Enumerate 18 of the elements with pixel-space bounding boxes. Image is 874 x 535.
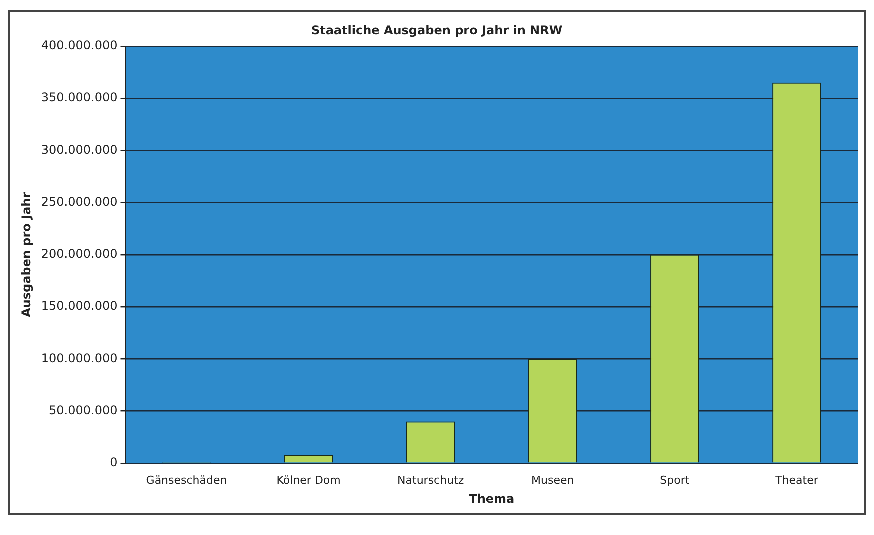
x-tick-label: Kölner Dom	[276, 474, 341, 487]
x-tick-label: Theater	[774, 474, 819, 487]
y-tick-label: 100.000.000	[41, 351, 118, 366]
x-tick-label: Naturschutz	[398, 474, 464, 487]
x-axis-title: Thema	[469, 492, 515, 506]
y-tick-label: 150.000.000	[41, 299, 118, 314]
y-tick-label: 400.000.000	[41, 38, 118, 53]
x-tick-label: Gänseschäden	[146, 474, 228, 487]
x-tick-label: Sport	[660, 474, 690, 487]
y-tick-label: 0	[110, 456, 118, 470]
y-tick-label: 50.000.000	[49, 403, 118, 418]
y-tick-label: 250.000.000	[41, 194, 118, 209]
x-tick-label: Museen	[532, 474, 574, 487]
y-tick-label: 200.000.000	[41, 247, 118, 262]
y-tick-label: 350.000.000	[41, 90, 118, 105]
y-axis-title: Ausgaben pro Jahr	[19, 192, 34, 318]
chart-title: Staatliche Ausgaben pro Jahr in NRW	[311, 23, 563, 38]
y-tick-label: 300.000.000	[41, 142, 118, 157]
